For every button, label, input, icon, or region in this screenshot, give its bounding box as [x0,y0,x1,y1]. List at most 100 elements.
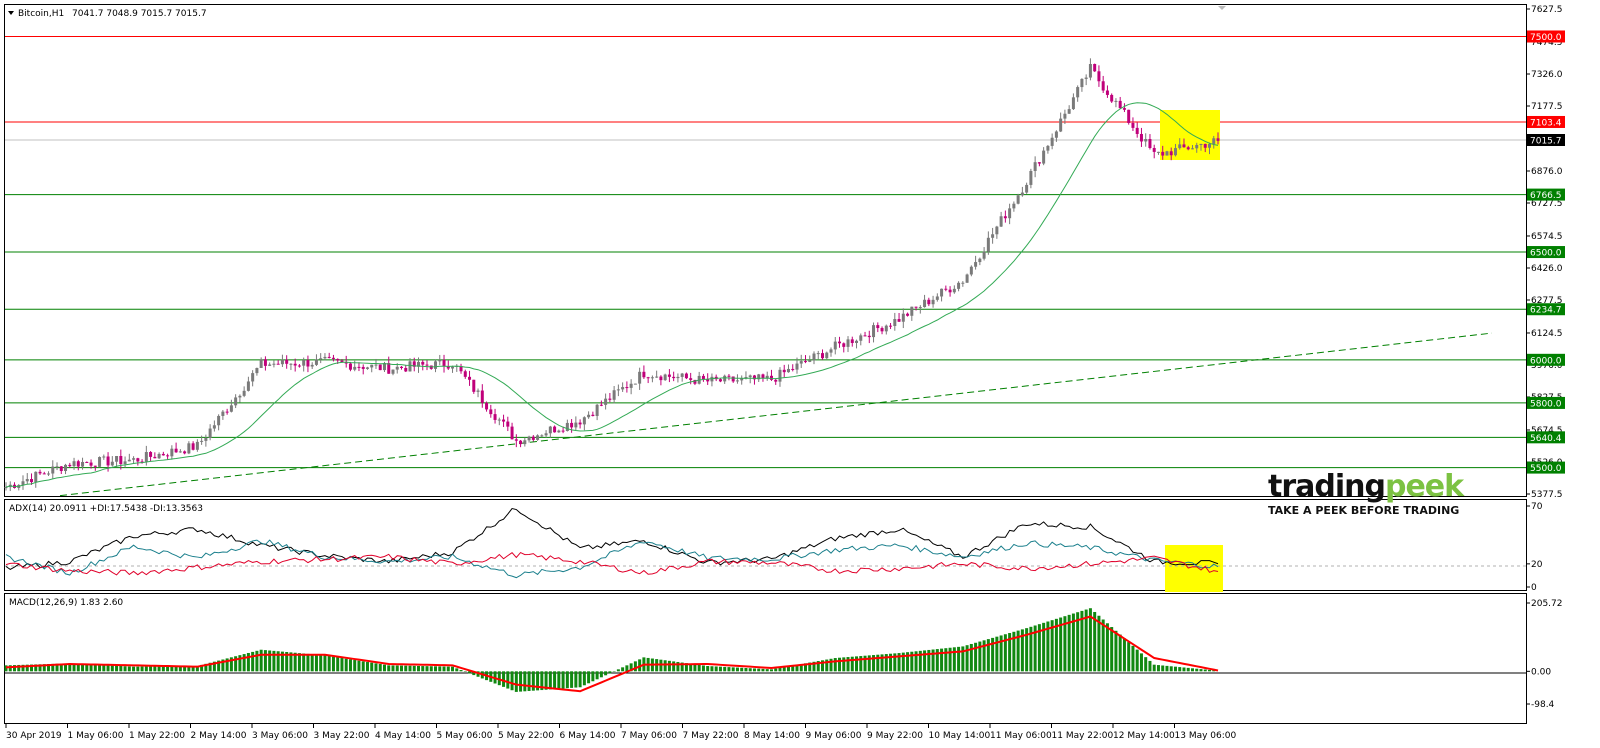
candle-bear [1186,147,1190,150]
macd-bar [382,664,386,672]
symbol-dropdown-icon[interactable] [8,11,14,15]
candle-bear [442,359,446,367]
macd-bar [582,671,586,686]
macd-bar [829,658,833,672]
adx-label: ADX(14) 20.0911 +DI:17.5438 -DI:13.3563 [9,504,203,514]
macd-bar [1076,612,1080,672]
candle-bear [149,452,153,457]
candle-bull [778,369,782,382]
time-axis: 30 Apr 2019 1 May 06:00 1 May 22:00 2 May 1… [5,724,1236,741]
candle-bull [242,390,246,396]
candle-bull [55,466,59,468]
macd-bar [519,671,523,692]
candle-bear [561,430,565,432]
candle-bull [1156,151,1160,153]
macd-bar [251,651,255,672]
macd-bar [961,646,965,672]
minus-di-line [5,551,1219,576]
candle-bear [531,436,535,440]
level-tag-6500.0 [1527,246,1565,259]
macd-bar [867,655,871,672]
candle-bull [21,481,25,486]
macd-bar [791,665,795,672]
candle-bear [553,426,557,433]
candle-bear [1131,122,1135,128]
price-tick-label: 6124.5 [1531,329,1563,339]
candle-bull [808,360,812,362]
macd-bar [1199,669,1203,672]
candle-bull [999,216,1003,227]
candle-bull [374,364,378,366]
macd-bar [761,668,765,672]
candle-bull [757,374,761,380]
macd-bar [195,666,199,672]
macd-bar [246,652,250,672]
macd-bar [1097,615,1101,672]
macd-bar [621,667,625,672]
macd-bar [55,663,59,672]
adx-tick-label: 70 [1531,502,1543,512]
candle-bull [1084,77,1088,79]
macd-bar [344,658,348,672]
candle-bull [47,473,51,475]
macd-bar [1144,657,1148,672]
candle-bear [378,364,382,371]
candle-bear [684,373,688,379]
macd-bar [327,656,331,672]
trendline-segment[interactable] [59,332,1493,497]
trendline[interactable] [59,332,1493,497]
candle-bull [536,435,540,440]
moving-average-path [5,102,1219,488]
candle-bull [1071,97,1075,110]
level-tag-label: 5640.4 [1530,434,1562,444]
macd-bar [242,654,246,672]
macd-bar [76,663,80,672]
candle-bull [1059,118,1063,132]
macd-bar [59,663,63,672]
candle-bull [438,359,442,362]
macd-bar [667,660,671,672]
chart-shift-marker-icon[interactable] [1218,6,1226,10]
level-lines[interactable] [5,35,1526,469]
candle-bear [297,365,301,367]
candle-bear [519,440,523,445]
macd-bar [451,666,455,672]
candle-bull [931,299,935,305]
macd-bar [952,647,956,672]
macd-bar [527,671,531,691]
macd-bar [268,650,272,672]
level-tag-5800.0 [1527,396,1565,409]
macd-bar [531,671,535,691]
candle-bear [1097,71,1101,82]
macd-bar [102,665,106,672]
candle-bull [259,359,263,369]
candle-bear [331,357,335,359]
macd-bar [1182,667,1186,672]
candle-bear [914,306,918,308]
candle-bear [502,419,506,422]
candle-bull [544,433,548,436]
candle-bull [255,368,259,374]
candle-bull [217,415,221,426]
candle-bull [1012,203,1016,209]
time-tick-label: 5 May 22:00 [498,731,554,741]
macd-bar [1008,633,1012,672]
time-tick-label: 12 May 14:00 [1113,731,1175,741]
candle-bear [727,375,731,377]
candle-bear [1101,81,1105,91]
macd-bar [1037,624,1041,672]
candle-bull [680,373,684,377]
time-tick-label: 5 May 06:00 [437,731,493,741]
price-tick-label: 5976.0 [1531,361,1563,371]
candle-bull [1046,145,1050,151]
moving-average-line [5,102,1219,488]
candle-bear [357,366,361,368]
last-price-tag-label: 7015.7 [1530,137,1562,147]
macd-bar [1122,638,1126,672]
candle-bear [472,379,476,392]
macd-bar [272,650,276,672]
macd-bar [183,666,187,672]
candle-bull [846,339,850,347]
adx-tick-label: 20 [1531,560,1543,570]
